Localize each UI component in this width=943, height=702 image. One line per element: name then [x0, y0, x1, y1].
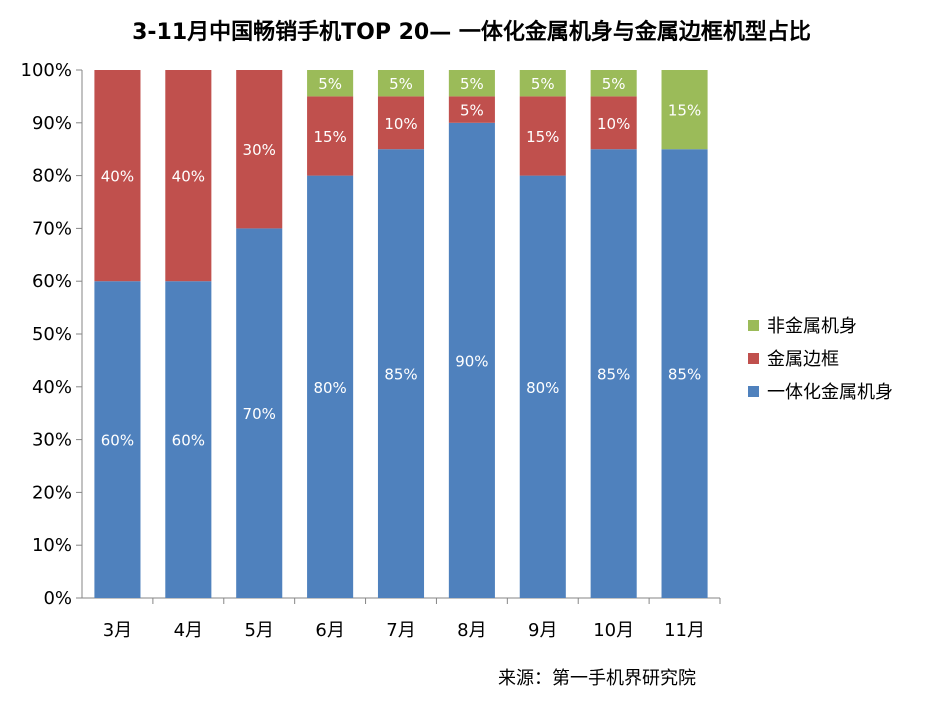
chart-title: 3-11月中国畅销手机TOP 20— 一体化金属机身与金属边框机型占比: [132, 20, 811, 45]
data-label: 60%: [172, 432, 205, 450]
data-label: 10%: [597, 115, 630, 133]
data-label: 80%: [313, 379, 346, 397]
data-label: 80%: [526, 379, 559, 397]
x-tick-label: 11月: [664, 620, 705, 641]
data-label: 10%: [384, 115, 417, 133]
bar-segment: [590, 149, 637, 598]
bar-segment: [307, 175, 354, 598]
y-tick-label: 40%: [32, 377, 72, 398]
x-tick-label: 7月: [386, 620, 415, 641]
data-label: 15%: [526, 128, 559, 146]
bar-segment: [590, 96, 637, 150]
bars-layer: 60% 40% 60% 40% 70% 30% 80% 15% 5% 85% 10% 5% 90% 5% 5…: [94, 70, 708, 599]
bar-segment: [377, 70, 425, 97]
bar-segment: [307, 96, 354, 176]
data-label: 85%: [384, 366, 417, 384]
data-label: 90%: [455, 352, 488, 370]
x-tick-label: 6月: [315, 620, 344, 641]
data-label: 5%: [318, 75, 342, 93]
data-label: 30%: [243, 141, 276, 159]
legend-label: 一体化金属机身: [767, 382, 893, 403]
data-label: 60%: [101, 432, 134, 450]
bar-segment: [448, 122, 495, 599]
legend-swatch: [748, 353, 759, 364]
y-tick-label: 60%: [32, 271, 72, 292]
data-label: 5%: [460, 75, 484, 93]
y-tick-label: 100%: [21, 60, 72, 81]
legend-label: 金属边框: [767, 349, 839, 370]
axis-layer: 0% 10% 20% 30% 40% 50% 60% 70% 80% 90% 100% 3月 4月 5月 6…: [21, 60, 721, 641]
bar-segment: [661, 70, 708, 150]
y-tick-label: 30%: [32, 430, 72, 451]
x-tick-label: 3月: [103, 620, 132, 641]
data-label: 5%: [602, 75, 626, 93]
data-label: 5%: [389, 75, 413, 93]
bar-segment: [590, 70, 637, 97]
x-tick-label: 8月: [457, 620, 486, 641]
bar-segment: [94, 281, 141, 598]
bar-segment: [165, 70, 212, 282]
y-tick-label: 10%: [32, 535, 72, 556]
bar-segment: [236, 228, 283, 598]
x-tick-label: 10月: [593, 620, 634, 641]
y-tick-label: 90%: [32, 113, 72, 134]
bar-segment: [94, 70, 141, 282]
y-tick-label: 50%: [32, 324, 72, 345]
legend-label: 非金属机身: [767, 316, 857, 337]
bar-segment: [307, 70, 354, 97]
bar-segment: [236, 70, 283, 229]
y-tick-label: 20%: [32, 482, 72, 503]
bar-segment: [519, 70, 566, 97]
x-tick-label: 5月: [244, 620, 273, 641]
bar-segment: [448, 70, 495, 97]
data-label: 5%: [531, 75, 555, 93]
legend-swatch: [748, 320, 759, 331]
x-tick-label: 4月: [174, 620, 203, 641]
data-label: 40%: [172, 168, 205, 186]
data-label: 85%: [597, 366, 630, 384]
bar-segment: [519, 175, 566, 598]
y-tick-label: 80%: [32, 166, 72, 187]
bar-segment: [377, 96, 425, 150]
data-label: 15%: [313, 128, 346, 146]
source-note: 来源：第一手机界研究院: [498, 668, 696, 689]
bar-segment: [661, 149, 708, 598]
data-label: 15%: [668, 102, 701, 120]
data-label: 70%: [243, 405, 276, 423]
y-tick-label: 70%: [32, 218, 72, 239]
x-tick-label: 9月: [528, 620, 557, 641]
bar-segment: [519, 96, 566, 176]
data-label: 5%: [460, 102, 484, 120]
legend-swatch: [748, 386, 759, 397]
bar-segment: [448, 96, 495, 123]
bar-segment: [165, 281, 212, 598]
data-label: 40%: [101, 168, 134, 186]
data-label: 85%: [668, 366, 701, 384]
bar-segment: [377, 149, 425, 598]
y-tick-label: 0%: [43, 588, 72, 609]
